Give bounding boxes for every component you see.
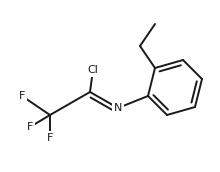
Text: Cl: Cl bbox=[88, 65, 98, 75]
Text: F: F bbox=[27, 122, 33, 132]
Text: F: F bbox=[19, 91, 25, 101]
Text: N: N bbox=[114, 103, 122, 113]
Text: F: F bbox=[47, 133, 53, 143]
